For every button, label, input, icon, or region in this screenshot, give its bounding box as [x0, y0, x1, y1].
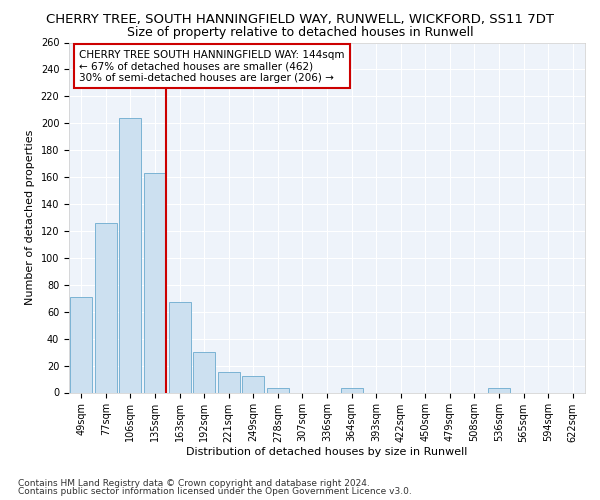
X-axis label: Distribution of detached houses by size in Runwell: Distribution of detached houses by size …	[187, 447, 467, 457]
Bar	[169, 302, 191, 392]
Text: CHERRY TREE, SOUTH HANNINGFIELD WAY, RUNWELL, WICKFORD, SS11 7DT: CHERRY TREE, SOUTH HANNINGFIELD WAY, RUN…	[46, 12, 554, 26]
Bar	[95, 223, 117, 392]
Bar	[193, 352, 215, 393]
Bar	[242, 376, 265, 392]
Text: Size of property relative to detached houses in Runwell: Size of property relative to detached ho…	[127, 26, 473, 39]
Text: Contains HM Land Registry data © Crown copyright and database right 2024.: Contains HM Land Registry data © Crown c…	[18, 478, 370, 488]
Bar	[218, 372, 240, 392]
Y-axis label: Number of detached properties: Number of detached properties	[25, 130, 35, 305]
Bar	[341, 388, 362, 392]
Text: CHERRY TREE SOUTH HANNINGFIELD WAY: 144sqm
← 67% of detached houses are smaller : CHERRY TREE SOUTH HANNINGFIELD WAY: 144s…	[79, 50, 345, 82]
Bar	[119, 118, 142, 392]
Bar	[488, 388, 510, 392]
Bar	[70, 297, 92, 392]
Bar	[144, 173, 166, 392]
Bar	[267, 388, 289, 392]
Text: Contains public sector information licensed under the Open Government Licence v3: Contains public sector information licen…	[18, 487, 412, 496]
